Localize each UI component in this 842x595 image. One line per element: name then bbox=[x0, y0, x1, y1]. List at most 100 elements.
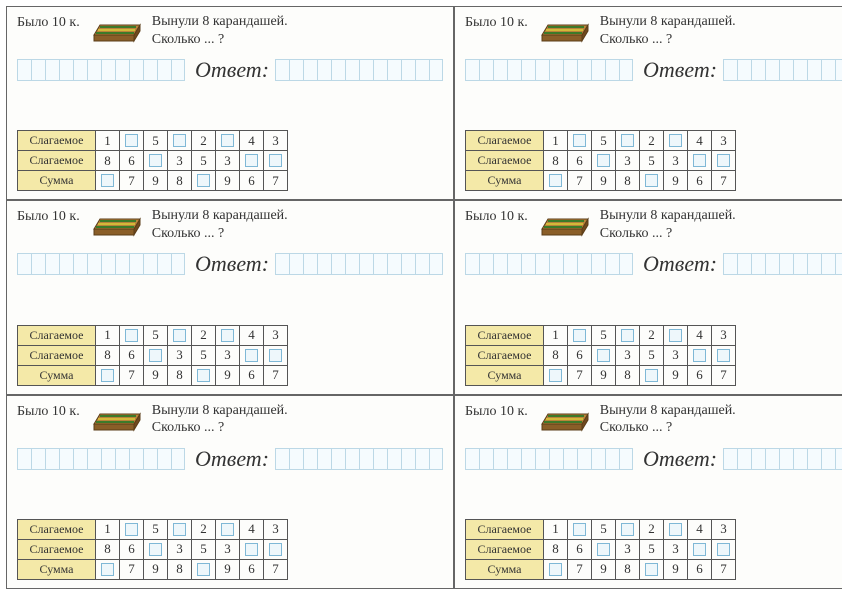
value-cell: 7 bbox=[264, 559, 288, 579]
value-cell: 8 bbox=[544, 345, 568, 365]
answer-label: Ответ: bbox=[643, 446, 717, 472]
blank-cell[interactable] bbox=[192, 171, 216, 191]
blank-cell[interactable] bbox=[264, 151, 288, 171]
answer-field[interactable] bbox=[275, 253, 443, 275]
answer-workspace[interactable] bbox=[17, 59, 185, 81]
blank-cell[interactable] bbox=[544, 559, 568, 579]
pencil-box-icon bbox=[536, 402, 592, 432]
blank-cell[interactable] bbox=[240, 345, 264, 365]
blank-cell[interactable] bbox=[120, 519, 144, 539]
value-cell: 3 bbox=[616, 539, 640, 559]
blank-cell[interactable] bbox=[120, 131, 144, 151]
blank-cell[interactable] bbox=[168, 325, 192, 345]
blank-cell[interactable] bbox=[712, 151, 736, 171]
answer-label: Ответ: bbox=[195, 57, 269, 83]
blank-cell[interactable] bbox=[216, 519, 240, 539]
blank-cell[interactable] bbox=[616, 519, 640, 539]
blank-cell[interactable] bbox=[544, 171, 568, 191]
answer-label: Ответ: bbox=[643, 57, 717, 83]
value-cell: 6 bbox=[568, 151, 592, 171]
value-cell: 8 bbox=[96, 151, 120, 171]
blank-cell[interactable] bbox=[592, 539, 616, 559]
blank-cell[interactable] bbox=[616, 131, 640, 151]
value-cell: 3 bbox=[168, 539, 192, 559]
blank-cell[interactable] bbox=[664, 131, 688, 151]
blank-cell[interactable] bbox=[168, 519, 192, 539]
value-cell: 4 bbox=[240, 325, 264, 345]
question-text: Вынули 8 карандашей. Сколько ... ? bbox=[600, 207, 736, 242]
table-row: Слагаемое86353 bbox=[466, 151, 736, 171]
question-text: Вынули 8 карандашей. Сколько ... ? bbox=[152, 13, 288, 48]
blank-cell[interactable] bbox=[688, 539, 712, 559]
blank-cell[interactable] bbox=[144, 151, 168, 171]
answer-field[interactable] bbox=[275, 59, 443, 81]
blank-cell[interactable] bbox=[192, 365, 216, 385]
blank-cell[interactable] bbox=[96, 559, 120, 579]
value-cell: 9 bbox=[664, 171, 688, 191]
blank-cell[interactable] bbox=[664, 325, 688, 345]
value-cell: 6 bbox=[240, 171, 264, 191]
blank-cell[interactable] bbox=[168, 131, 192, 151]
answer-workspace[interactable] bbox=[465, 253, 633, 275]
blank-cell[interactable] bbox=[616, 325, 640, 345]
blank-cell[interactable] bbox=[592, 345, 616, 365]
blank-cell[interactable] bbox=[664, 519, 688, 539]
blank-cell[interactable] bbox=[96, 171, 120, 191]
blank-cell[interactable] bbox=[240, 151, 264, 171]
blank-cell[interactable] bbox=[568, 519, 592, 539]
blank-cell[interactable] bbox=[216, 325, 240, 345]
blank-cell[interactable] bbox=[568, 325, 592, 345]
answer-workspace[interactable] bbox=[465, 59, 633, 81]
blank-cell[interactable] bbox=[568, 131, 592, 151]
blank-cell[interactable] bbox=[144, 345, 168, 365]
blank-cell[interactable] bbox=[96, 365, 120, 385]
blank-cell[interactable] bbox=[544, 365, 568, 385]
table-row: Слагаемое15243 bbox=[18, 325, 288, 345]
table-row: Сумма798967 bbox=[18, 171, 288, 191]
pencil-box-icon bbox=[88, 207, 144, 237]
blank-cell[interactable] bbox=[688, 345, 712, 365]
blank-cell[interactable] bbox=[192, 559, 216, 579]
answer-workspace[interactable] bbox=[17, 253, 185, 275]
worksheet-card: Было 10 к. Вынули 8 карандашей. Сколько … bbox=[454, 395, 842, 589]
blank-cell[interactable] bbox=[640, 171, 664, 191]
table-row: Слагаемое86353 bbox=[18, 539, 288, 559]
blank-cell[interactable] bbox=[240, 539, 264, 559]
blank-cell[interactable] bbox=[264, 539, 288, 559]
answer-field[interactable] bbox=[723, 448, 842, 470]
value-cell: 7 bbox=[264, 171, 288, 191]
addition-table: Слагаемое15243Слагаемое86353Сумма798967 bbox=[17, 130, 443, 191]
value-cell: 7 bbox=[712, 171, 736, 191]
table-row: Сумма798967 bbox=[466, 171, 736, 191]
blank-cell[interactable] bbox=[640, 559, 664, 579]
pencil-box-icon bbox=[88, 402, 144, 432]
table-row: Слагаемое86353 bbox=[466, 345, 736, 365]
blank-cell[interactable] bbox=[712, 345, 736, 365]
pencil-box-icon bbox=[536, 13, 592, 43]
blank-cell[interactable] bbox=[640, 365, 664, 385]
blank-cell[interactable] bbox=[120, 325, 144, 345]
answer-field[interactable] bbox=[723, 253, 842, 275]
blank-cell[interactable] bbox=[712, 539, 736, 559]
value-cell: 1 bbox=[96, 131, 120, 151]
blank-cell[interactable] bbox=[592, 151, 616, 171]
value-cell: 3 bbox=[216, 539, 240, 559]
answer-workspace[interactable] bbox=[465, 448, 633, 470]
question-text: Вынули 8 карандашей. Сколько ... ? bbox=[152, 207, 288, 242]
value-cell: 8 bbox=[544, 151, 568, 171]
value-cell: 5 bbox=[592, 519, 616, 539]
worksheet-card: Было 10 к. Вынули 8 карандашей. Сколько … bbox=[6, 200, 454, 394]
blank-cell[interactable] bbox=[688, 151, 712, 171]
premise-text: Было 10 к. bbox=[17, 402, 80, 420]
blank-cell[interactable] bbox=[216, 131, 240, 151]
addition-table: Слагаемое15243Слагаемое86353Сумма798967 bbox=[17, 519, 443, 580]
value-cell: 6 bbox=[240, 559, 264, 579]
value-cell: 3 bbox=[664, 151, 688, 171]
answer-field[interactable] bbox=[275, 448, 443, 470]
blank-cell[interactable] bbox=[144, 539, 168, 559]
row-label: Слагаемое bbox=[18, 345, 96, 365]
value-cell: 9 bbox=[216, 365, 240, 385]
blank-cell[interactable] bbox=[264, 345, 288, 365]
answer-workspace[interactable] bbox=[17, 448, 185, 470]
answer-field[interactable] bbox=[723, 59, 842, 81]
